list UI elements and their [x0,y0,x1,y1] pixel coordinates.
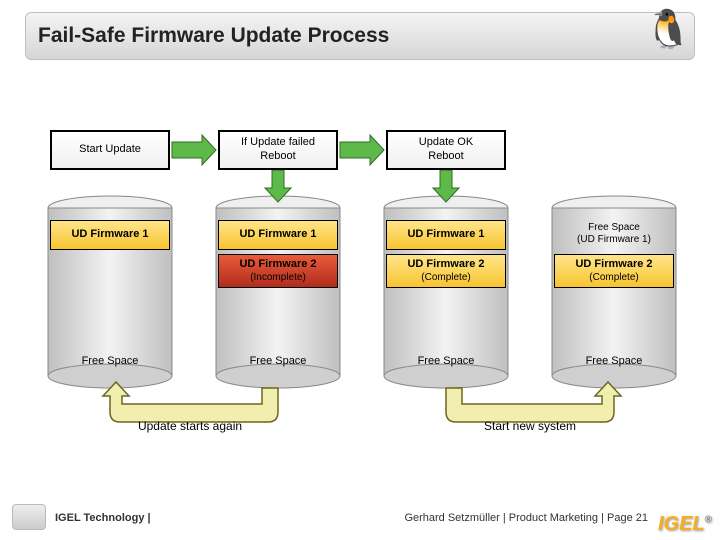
note-update-again: Update starts again [110,415,270,437]
footer-left: IGEL Technology | [55,512,151,524]
note-start-new-system: Start new system [450,415,610,437]
text: Update OK Reboot [419,136,473,164]
col1-fw1: UD Firmware 1 [50,220,170,250]
subtext: (Complete) [589,272,638,285]
box-start-update: Start Update [50,130,170,170]
subtext: (Complete) [421,272,470,285]
agenda-icon [12,504,46,530]
footer-right: Gerhard Setzmüller | Product Marketing |… [404,512,648,524]
text: Free Space (UD Firmware 1) [577,222,651,247]
box-update-failed: If Update failed Reboot [218,130,338,170]
col1-free: Free Space [50,350,170,374]
col3-fw2-complete: UD Firmware 2 (Complete) [386,254,506,288]
text: UD Firmware 1 [407,228,484,242]
text: Start Update [79,143,141,157]
text: UD Firmware 2 [239,258,316,272]
col4-freespace-fw1: Free Space (UD Firmware 1) [554,216,674,252]
col4-fw2-complete: UD Firmware 2 (Complete) [554,254,674,288]
page-title: Fail-Safe Firmware Update Process [25,12,695,60]
col3-fw1: UD Firmware 1 [386,220,506,250]
col2-fw2-incomplete: UD Firmware 2 (Incomplete) [218,254,338,288]
col3-free: Free Space [386,350,506,374]
col4-free: Free Space [554,350,674,374]
text: Free Space [418,355,475,369]
penguin-icon: 🐧 [645,8,692,52]
text: UD Firmware 1 [239,228,316,242]
text: UD Firmware 2 [407,258,484,272]
text: If Update failed Reboot [241,136,315,164]
diagram-stage: Start Update UD Firmware 1 Free Space If… [0,70,720,490]
text: Start new system [484,419,576,434]
col2-fw1: UD Firmware 1 [218,220,338,250]
box-update-ok: Update OK Reboot [386,130,506,170]
footer: IGEL Technology | Gerhard Setzmüller | P… [0,498,720,540]
text: Free Space [82,355,139,369]
text: UD Firmware 1 [71,228,148,242]
text: Free Space [586,355,643,369]
col2-free: Free Space [218,350,338,374]
igel-logo: IGEL® [658,513,712,536]
subtext: (Incomplete) [250,272,306,285]
text: Update starts again [138,419,242,434]
text: UD Firmware 2 [575,258,652,272]
text: Free Space [250,355,307,369]
title-text: Fail-Safe Firmware Update Process [38,24,389,48]
